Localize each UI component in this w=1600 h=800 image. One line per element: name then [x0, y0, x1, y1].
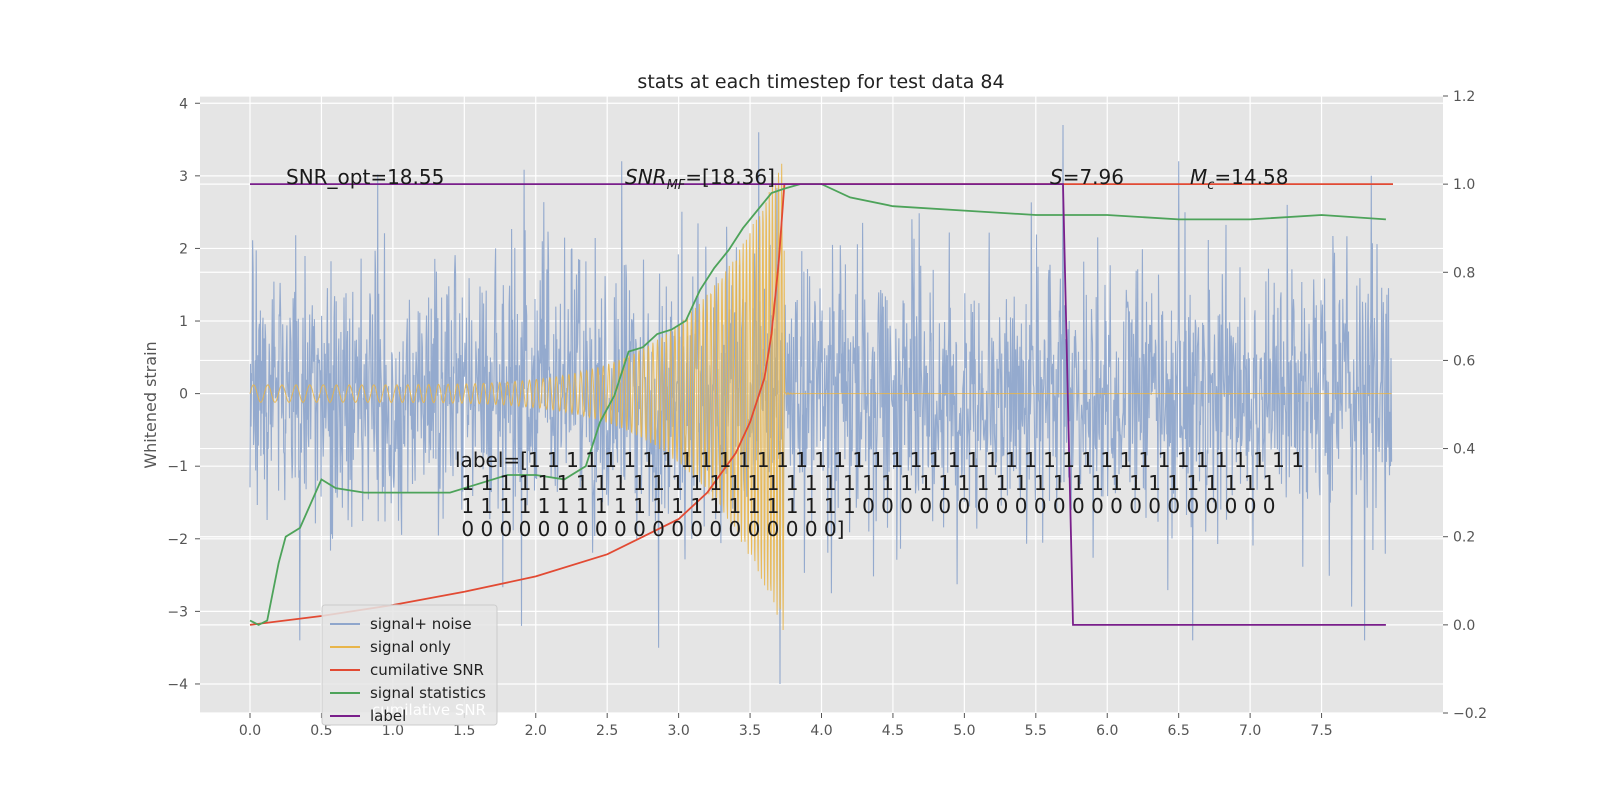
annotation-mc: Mc=14.58 — [1190, 165, 1288, 193]
y-tick-label-right: 1.0 — [1453, 177, 1475, 193]
y-tick-label-right: 1.2 — [1453, 89, 1475, 105]
label-line-4: 0 0 0 0 0 0 0 0 0 0 0 0 0 0 0 0 0 0 0 0] — [455, 517, 844, 541]
mc-sub: c — [1207, 178, 1214, 193]
y-tick-label-left: 0 — [179, 387, 188, 403]
legend-entry-label: label — [330, 707, 406, 725]
tick-layer: 0.0 0.5 1.0 1.5 2.0 2.5 3.0 3.5 4.0 4.5 5.0 5.5 6.0 6… — [167, 89, 1487, 739]
y-tick-label-left: 1 — [179, 314, 188, 330]
series-signal-only — [249, 163, 1392, 631]
legend-entry-signal-noise: signal+ noise — [330, 615, 472, 633]
legend-label: signal statistics — [370, 684, 486, 702]
snr-mf-value: =[18.36] — [685, 165, 775, 189]
mc-sym: M — [1190, 165, 1207, 189]
x-tick-label: 1.5 — [453, 723, 475, 739]
y-tick-label-right: 0.0 — [1453, 618, 1475, 634]
legend-entry-signal-only: signal only — [330, 638, 451, 656]
x-tick-label: 0.0 — [239, 723, 261, 739]
legend-box — [321, 604, 498, 726]
x-tick-label: 4.5 — [882, 723, 904, 739]
s-value: =7.96 — [1063, 165, 1124, 189]
x-tick-label: 5.5 — [1025, 723, 1047, 739]
y-tick-label-left: 2 — [179, 241, 188, 257]
x-tick-label: 5.0 — [953, 723, 975, 739]
x-tick-label: 6.0 — [1096, 723, 1118, 739]
x-tick-label: 3.0 — [667, 723, 689, 739]
x-tick-label: 0.5 — [310, 723, 332, 739]
y-tick-label-right: 0.4 — [1453, 442, 1475, 458]
x-tick-label: 6.5 — [1168, 723, 1190, 739]
label-line-3: 1 1 1 1 1 1 1 1 1 1 1 1 1 1 1 1 1 1 1 1 … — [455, 494, 1276, 518]
label-line-2: 1 1 1 1 1 1 1 1 1 1 1 1 1 1 1 1 1 1 1 1 … — [455, 471, 1276, 495]
y-tick-label-left: −4 — [167, 677, 188, 693]
y-axis-label: Whitened strain — [141, 341, 160, 468]
legend-label: signal+ noise — [370, 615, 472, 633]
legend-ghost-text: cumilative SNR — [372, 701, 486, 719]
x-tick-label: 3.5 — [739, 723, 761, 739]
series-label — [250, 183, 1386, 626]
y-tick-label-right: 0.2 — [1453, 530, 1475, 546]
legend-entry-signal-statistics: signal statistics — [330, 684, 486, 702]
y-tick-label-left: 4 — [179, 96, 188, 112]
legend: cumilative SNR signal+ noise signal only c… — [321, 604, 498, 726]
y-tick-label-right: 0.6 — [1453, 353, 1475, 369]
annotation-s: S=7.96 — [1050, 165, 1124, 189]
x-tick-label: 2.5 — [596, 723, 618, 739]
chart-title: stats at each timestep for test data 84 — [637, 71, 1004, 93]
y-tick-label-left: 3 — [179, 169, 188, 185]
legend-label: label — [370, 707, 406, 725]
series-layer — [249, 124, 1393, 685]
annotation-label-array: label=[1 1 1 1 1 1 1 1 1 1 1 1 1 1 1 1 1… — [455, 448, 1336, 541]
x-tick-label: 4.0 — [810, 723, 832, 739]
y-tick-label-left: −3 — [167, 604, 188, 620]
snr-mf-sub: MF — [667, 178, 686, 193]
annotation-snr-mf: SNRMF=[18.36] — [625, 165, 775, 193]
legend-entry-cumulative-snr: cumilative SNR — [330, 661, 484, 679]
snr-mf-base: SNR — [625, 165, 667, 189]
s-sym: S — [1050, 165, 1063, 189]
mc-value: =14.58 — [1214, 165, 1288, 189]
legend-label: cumilative SNR — [370, 661, 484, 679]
x-tick-label: 2.0 — [525, 723, 547, 739]
x-tick-label: 1.0 — [382, 723, 404, 739]
series-signal-statistics — [249, 183, 1386, 626]
y-tick-label-left: −2 — [167, 532, 188, 548]
series-signal-noise — [249, 124, 1393, 685]
y-tick-label-left: −1 — [167, 459, 188, 475]
label-line-1: label=[1 1 1 1 1 1 1 1 1 1 1 1 1 1 1 1 1… — [455, 448, 1304, 472]
y-tick-label-right: 0.8 — [1453, 265, 1475, 281]
x-tick-label: 7.0 — [1239, 723, 1261, 739]
annotation-snr-opt: SNR_opt=18.55 — [286, 165, 444, 189]
series-cumulative-snr — [249, 183, 1393, 626]
y-tick-label-right: −0.2 — [1453, 706, 1487, 722]
legend-label: signal only — [370, 638, 451, 656]
x-tick-label: 7.5 — [1310, 723, 1332, 739]
